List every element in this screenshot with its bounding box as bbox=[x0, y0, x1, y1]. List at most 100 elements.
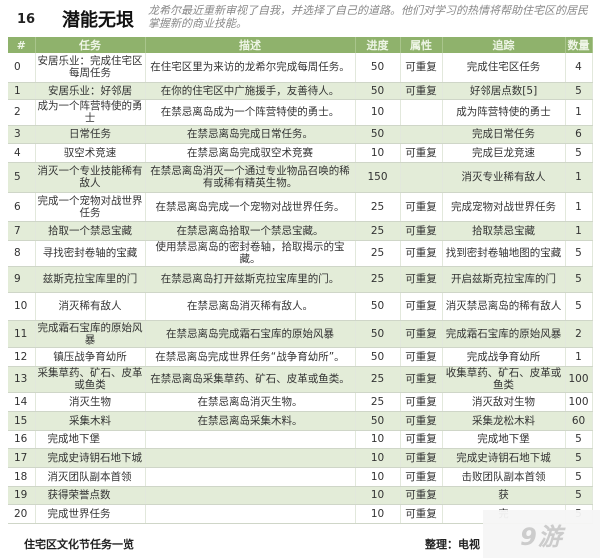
table-header: # 任务 描述 进度 属性 追踪 数量 bbox=[8, 37, 593, 53]
progress: 25 bbox=[355, 240, 401, 267]
attribute: 可重复 bbox=[400, 320, 443, 348]
quantity: 2 bbox=[565, 320, 593, 348]
row-index: 6 bbox=[8, 192, 36, 222]
quantity: 5 bbox=[565, 143, 593, 163]
task-name: 完成地下堡 bbox=[35, 430, 146, 449]
progress: 150 bbox=[355, 162, 401, 193]
quantity: 5 bbox=[565, 430, 593, 449]
task-name: 获得荣誉点数 bbox=[35, 486, 146, 505]
credit-text: 整理：电视 bbox=[425, 538, 480, 551]
tracking: 完成日常任务 bbox=[442, 125, 566, 144]
progress: 10 bbox=[355, 448, 401, 468]
table-caption: 住宅区文化节任务一览 bbox=[24, 538, 134, 551]
row-index: 10 bbox=[8, 292, 36, 321]
attribute: 可重复 bbox=[400, 366, 443, 393]
task-name: 消灭稀有敌人 bbox=[35, 292, 146, 321]
task-name: 拾取一个禁忌宝藏 bbox=[35, 221, 146, 241]
quantity: 5 bbox=[565, 292, 593, 321]
column-header: 描述 bbox=[145, 37, 356, 53]
attribute: 可重复 bbox=[400, 504, 443, 524]
quantity: 60 bbox=[565, 411, 593, 431]
tracking: 获 bbox=[442, 486, 566, 505]
task-description bbox=[145, 504, 356, 524]
tracking: 好邻居点数[5] bbox=[442, 82, 566, 100]
task-description: 在禁忌离岛成为一个阵营特使的勇士。 bbox=[145, 99, 356, 126]
row-index: 16 bbox=[8, 430, 36, 449]
progress: 10 bbox=[355, 504, 401, 524]
tracking: 完成战争育幼所 bbox=[442, 347, 566, 367]
row-index: 2 bbox=[8, 99, 36, 126]
progress: 25 bbox=[355, 392, 401, 412]
task-name: 镇压战争育幼所 bbox=[35, 347, 146, 367]
row-index: 3 bbox=[8, 125, 36, 144]
task-description: 在禁忌离岛消灭一个通过专业物品召唤的稀有或稀有精英生物。 bbox=[145, 162, 356, 193]
row-index: 13 bbox=[8, 366, 36, 393]
task-name: 采集草药、矿石、皮革或鱼类 bbox=[35, 366, 146, 393]
task-name: 完成一个宠物对战世界任务 bbox=[35, 192, 146, 222]
quantity: 5 bbox=[565, 240, 593, 267]
quantity: 4 bbox=[565, 53, 593, 83]
tracking: 完成地下堡 bbox=[442, 430, 566, 449]
tracking: 完成住宅区任务 bbox=[442, 53, 566, 83]
progress: 50 bbox=[355, 82, 401, 100]
task-description bbox=[145, 486, 356, 505]
table-row: 9 兹斯克拉宝库里的门 在禁忌离岛打开兹斯克拉宝库里的门。 25 可重复 开启兹斯克拉宝库… bbox=[8, 266, 593, 293]
table-row: 4 驭空术竞速 在禁忌离岛完成驭空术竞赛 10 可重复 完成巨龙竞速 5 bbox=[8, 143, 593, 163]
progress: 50 bbox=[355, 347, 401, 367]
section-title: 潜能无垠 bbox=[62, 10, 134, 31]
quantity: 5 bbox=[565, 448, 593, 468]
task-name: 完成霜石宝库的原始风暴 bbox=[35, 320, 146, 348]
attribute: 可重复 bbox=[400, 486, 443, 505]
tracking: 击败团队副本首领 bbox=[442, 467, 566, 487]
row-index: 19 bbox=[8, 486, 36, 505]
table-row: 3 日常任务 在禁忌离岛完成日常任务。 50 完成日常任务 6 bbox=[8, 125, 593, 144]
task-name: 安居乐业：好邻居 bbox=[35, 82, 146, 100]
task-description: 在住宅区里为来访的龙希尔完成每周任务。 bbox=[145, 53, 356, 83]
task-description bbox=[145, 430, 356, 449]
table-row: 16 完成地下堡 10 可重复 完成地下堡 5 bbox=[8, 430, 593, 449]
table-row: 14 消灭生物 在禁忌离岛消灭生物。 25 可重复 消灭敌对生物 100 bbox=[8, 392, 593, 412]
progress: 50 bbox=[355, 411, 401, 431]
row-index: 7 bbox=[8, 221, 36, 241]
attribute: 可重复 bbox=[400, 240, 443, 267]
task-description: 使用禁忌离岛的密封卷轴，拾取揭示的宝藏。 bbox=[145, 240, 356, 267]
tracking: 采集龙松木料 bbox=[442, 411, 566, 431]
row-index: 4 bbox=[8, 143, 36, 163]
task-name: 寻找密封卷轴的宝藏 bbox=[35, 240, 146, 267]
column-header: 追踪 bbox=[442, 37, 566, 53]
tracking: 完成宠物对战世界任务 bbox=[442, 192, 566, 222]
progress: 25 bbox=[355, 366, 401, 393]
quantity: 1 bbox=[565, 221, 593, 241]
table-row: 8 寻找密封卷轴的宝藏 使用禁忌离岛的密封卷轴，拾取揭示的宝藏。 25 可重复 找到密封卷… bbox=[8, 240, 593, 267]
quantity: 1 bbox=[565, 162, 593, 193]
row-index: 11 bbox=[8, 320, 36, 348]
table-row: 18 消灭团队副本首领 10 可重复 击败团队副本首领 5 bbox=[8, 467, 593, 487]
section-number: 16 bbox=[17, 12, 36, 27]
task-description: 在禁忌离岛采集木料。 bbox=[145, 411, 356, 431]
task-name: 消灭一个专业技能稀有敌人 bbox=[35, 162, 146, 193]
tracking: 消灭禁忌离岛的稀有敌人 bbox=[442, 292, 566, 321]
task-name: 成为一个阵营特使的勇士 bbox=[35, 99, 146, 126]
section-header: 16 潜能无垠 龙希尔最近重新审视了自我，并选择了自己的道路。他们对学习的热情将… bbox=[0, 0, 600, 37]
table-row: 11 完成霜石宝库的原始风暴 在禁忌离岛完成霜石宝库的原始风暴 50 可重复 完成霜石宝库… bbox=[8, 320, 593, 348]
table-row: 12 镇压战争育幼所 在禁忌离岛完成世界任务“战争育幼所”。 50 可重复 完成战争育幼所… bbox=[8, 347, 593, 367]
quantity: 5 bbox=[565, 266, 593, 293]
quantity: 6 bbox=[565, 125, 593, 144]
task-description: 在禁忌离岛拾取一个禁忌宝藏。 bbox=[145, 221, 356, 241]
section-intro: 龙希尔最近重新审视了自我，并选择了自己的道路。他们对学习的热情将帮助住宅区的居民… bbox=[148, 4, 588, 30]
row-index: 0 bbox=[8, 53, 36, 83]
quantity: 1 bbox=[565, 99, 593, 126]
task-description: 在禁忌离岛完成霜石宝库的原始风暴 bbox=[145, 320, 356, 348]
tracking: 找到密封卷轴地图的宝藏 bbox=[442, 240, 566, 267]
attribute: 可重复 bbox=[400, 392, 443, 412]
table-row: 6 完成一个宠物对战世界任务 在禁忌离岛完成一个宠物对战世界任务。 25 可重复 完成宠物… bbox=[8, 192, 593, 222]
attribute: 可重复 bbox=[400, 467, 443, 487]
quantity: 1 bbox=[565, 347, 593, 367]
task-name: 驭空术竞速 bbox=[35, 143, 146, 163]
progress: 25 bbox=[355, 266, 401, 293]
row-index: 12 bbox=[8, 347, 36, 367]
task-description: 在禁忌离岛消灭稀有敌人。 bbox=[145, 292, 356, 321]
row-index: 1 bbox=[8, 82, 36, 100]
attribute: 可重复 bbox=[400, 347, 443, 367]
attribute bbox=[400, 99, 443, 126]
